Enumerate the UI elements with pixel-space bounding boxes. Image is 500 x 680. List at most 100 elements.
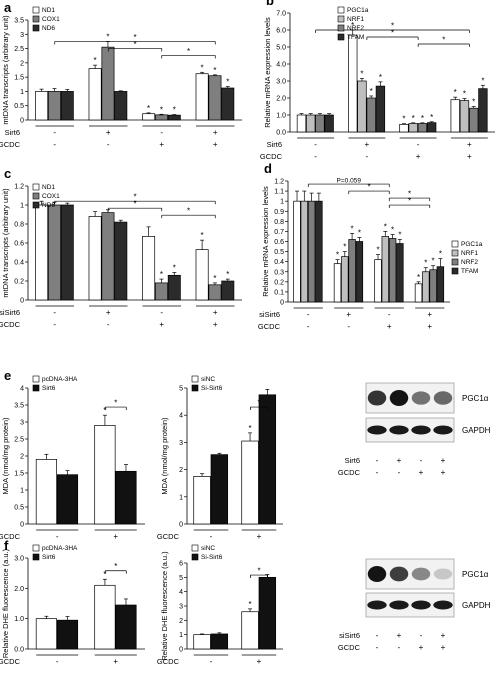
- significance-star: *: [402, 115, 405, 124]
- significance-label: *: [442, 36, 445, 45]
- condition-sign: +: [427, 310, 432, 319]
- bar-b-pgc1a: [296, 114, 307, 133]
- condition-sign: -: [160, 128, 163, 137]
- bar-a-cox1: [208, 75, 222, 121]
- y-tick-label: 4.0: [276, 62, 286, 69]
- significance-label: P=0.059: [337, 178, 362, 185]
- significance-star: *: [398, 230, 401, 239]
- protein-band: [433, 568, 453, 580]
- bar-e1-pcdna-3ha: [35, 459, 57, 525]
- bar-b-pgc1a: [348, 34, 358, 133]
- gapdh-band: [411, 600, 431, 610]
- bar-c-nd6: [60, 204, 74, 301]
- legend-label: Si-Sirt6: [201, 554, 223, 561]
- y-axis-label: Relative DHE fluorescence (a.u.): [160, 551, 169, 661]
- bar-c-nd6: [221, 280, 235, 301]
- chart-panel-e1: e 0 0.5 1 1.5 2 2.5 3 3.5 4 MDA (nmol/mg protein) *…: [0, 368, 145, 541]
- protein-band: [389, 390, 409, 406]
- y-tick-label: 3.5: [14, 18, 24, 25]
- y-axis-label: mtDNA transcripts (arbitrary unit): [1, 15, 10, 125]
- bar-d-nrf2: [429, 269, 437, 303]
- legend-swatch: [32, 201, 40, 209]
- y-tick-label: 0.9: [274, 209, 284, 216]
- bar-e2-si-sirt6: [258, 394, 277, 525]
- significance-star: *: [248, 600, 251, 609]
- significance-star: *: [201, 63, 204, 72]
- significance-star: *: [103, 570, 106, 579]
- protein-band: [367, 566, 387, 582]
- panel-label: b: [266, 0, 274, 8]
- y-tick-label: 5: [179, 386, 183, 393]
- legend-swatch: [451, 249, 459, 257]
- y-tick-label: 0.4: [14, 260, 24, 267]
- legend-swatch: [32, 192, 40, 200]
- condition-sign: -: [53, 128, 56, 137]
- condition-sign: +: [427, 322, 432, 331]
- significance-star: *: [94, 56, 97, 65]
- y-tick-label: 0: [179, 522, 183, 529]
- condition-sign: -: [388, 310, 391, 319]
- bar-a-nd1: [195, 73, 209, 121]
- bar-c-nd1: [35, 204, 49, 301]
- y-axis-label: Relative DHE fluorescence (a.u.): [1, 548, 10, 658]
- condition-sign: -: [160, 308, 163, 317]
- chart-panel-d: d 0 0.1 0.2 0.3 0.4 0.5 0.6 0.7 0.8 0.9 1 1.1 1.2 Rela…: [258, 161, 483, 331]
- legend-label: Sirt6: [42, 554, 56, 561]
- condition-sign: +: [213, 320, 218, 329]
- condition-sign: -: [53, 308, 56, 317]
- panel-label: c: [4, 166, 11, 181]
- bar-a-nd6: [221, 87, 235, 121]
- bar-b-pgc1a: [399, 123, 409, 133]
- y-tick-label: 1: [20, 203, 24, 210]
- significance-label: *: [187, 47, 190, 56]
- bar-d-tfam: [396, 243, 404, 303]
- blot-condition-sign: +: [397, 631, 402, 640]
- legend-label: TFAM: [347, 34, 364, 41]
- y-axis-label: Relative mRNA expression levels: [261, 186, 270, 297]
- y-tick-label: 3.0: [14, 556, 24, 563]
- blot-condition-sign: -: [420, 456, 423, 465]
- panel-label: d: [264, 161, 272, 176]
- legend-swatch: [191, 375, 199, 383]
- significance-star: *: [430, 113, 433, 122]
- bar-e2-si-sirt6: [210, 454, 229, 525]
- condition-sign: +: [346, 310, 351, 319]
- y-tick-label: 5.0: [276, 45, 286, 52]
- significance-star: *: [424, 259, 427, 268]
- legend-label: Sirt6: [42, 385, 56, 392]
- significance-star: *: [481, 76, 484, 85]
- y-tick-label: 2.0: [14, 586, 24, 593]
- blot-condition-sign: -: [398, 643, 401, 652]
- y-tick-label: 1: [179, 632, 183, 639]
- bar-b-tfam: [324, 114, 334, 133]
- y-tick-label: 7.0: [276, 11, 286, 18]
- legend-swatch: [32, 544, 40, 552]
- y-tick-label: 4: [179, 589, 183, 596]
- condition-label: Sirt6: [5, 128, 20, 137]
- blot-condition-sign: +: [441, 643, 446, 652]
- condition-sign: -: [307, 310, 310, 319]
- bar-c-nd1: [142, 236, 156, 301]
- y-tick-label: 0.5: [14, 505, 24, 512]
- condition-sign: +: [106, 128, 111, 137]
- y-tick-label: 2: [20, 454, 24, 461]
- legend-label: ND1: [42, 184, 55, 191]
- y-tick-label: 0.8: [274, 219, 284, 226]
- blot-condition-sign: -: [376, 643, 379, 652]
- condition-label: siSirt6: [0, 308, 20, 317]
- condition-sign: +: [257, 532, 262, 541]
- blot-condition-sign: +: [419, 468, 424, 477]
- blot-condition-sign: +: [441, 468, 446, 477]
- blot-condition-sign: -: [376, 631, 379, 640]
- blot-protein-label: PGC1α: [462, 570, 489, 579]
- condition-label: GCDC: [0, 140, 21, 149]
- blot-condition-sign: +: [419, 643, 424, 652]
- y-tick-label: 1: [179, 494, 183, 501]
- blot-protein-label: PGC1α: [462, 394, 489, 403]
- bar-a-nd6: [114, 91, 128, 121]
- legend-label: pcDNA-3HA: [42, 376, 78, 383]
- significance-star: *: [248, 424, 251, 433]
- condition-label: Sirt6: [267, 140, 282, 149]
- bar-b-tfam: [375, 85, 386, 133]
- significance-star: *: [106, 32, 109, 41]
